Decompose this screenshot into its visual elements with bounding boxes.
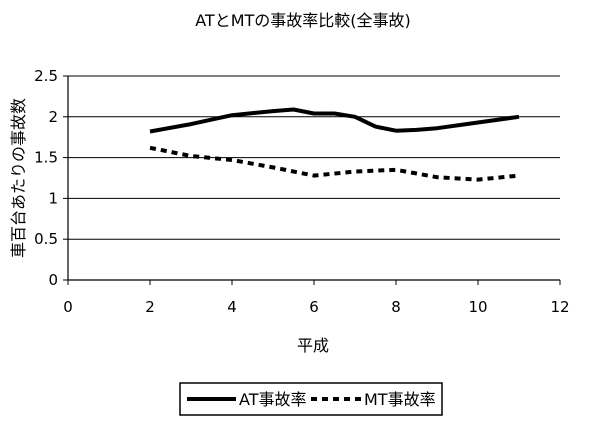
x-tick-label: 2 xyxy=(145,298,155,316)
y-axis-label: 車百台あたりの事故数 xyxy=(9,98,28,258)
x-axis-label: 平成 xyxy=(297,336,329,355)
x-tick-label: 0 xyxy=(63,298,73,316)
y-tick-label: 0 xyxy=(48,271,58,289)
legend-at-label: AT事故率 xyxy=(239,390,306,409)
y-tick-labels: 0 0.5 1 1.5 2 2.5 xyxy=(34,67,58,289)
x-tick-labels: 0 2 4 6 8 10 12 xyxy=(63,298,569,316)
x-tick-label: 12 xyxy=(550,298,569,316)
series-line-mt xyxy=(149,145,520,182)
series-lines xyxy=(149,107,520,182)
y-tick-label: 1.5 xyxy=(34,149,58,167)
legend-mt-label: MT事故率 xyxy=(364,390,436,409)
x-tick-label: 6 xyxy=(309,298,319,316)
x-tick-label: 4 xyxy=(227,298,237,316)
y-tick-label: 2.5 xyxy=(34,67,58,85)
series-line-at xyxy=(149,107,520,134)
axes xyxy=(63,75,561,285)
gridlines xyxy=(68,75,560,240)
chart-title: ATとMTの事故率比較(全事故) xyxy=(195,11,411,30)
x-tick-label: 10 xyxy=(468,298,487,316)
y-tick-label: 1 xyxy=(48,189,58,207)
legend: AT事故率 MT事故率 xyxy=(179,382,443,416)
y-tick-label: 2 xyxy=(48,108,58,126)
x-tick-label: 8 xyxy=(391,298,401,316)
y-tick-label: 0.5 xyxy=(34,230,58,248)
